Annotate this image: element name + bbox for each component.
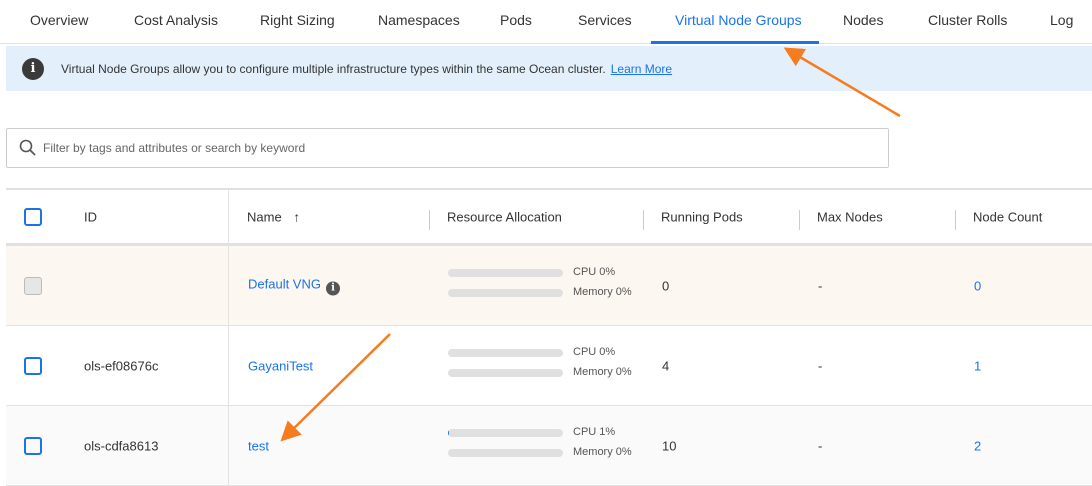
resource-allocation: CPU 0% Memory 0% (448, 265, 648, 305)
tab-right-sizing[interactable]: Right Sizing (260, 12, 335, 28)
cpu-bar (448, 348, 563, 357)
resource-allocation: CPU 1% Memory 0% (448, 425, 648, 465)
tab-cluster-rolls[interactable]: Cluster Rolls (928, 12, 1008, 28)
running-pods: 0 (662, 278, 670, 293)
vng-name-cell: Default VNG i (248, 276, 340, 295)
table-row[interactable]: ols-cdfa8613 test CPU 1% Memory 0% 10 - … (6, 406, 1092, 486)
running-pods: 10 (662, 438, 677, 453)
info-banner: i Virtual Node Groups allow you to confi… (6, 46, 1092, 91)
tab-services[interactable]: Services (578, 12, 632, 28)
header-resource-allocation[interactable]: Resource Allocation (447, 209, 562, 224)
search-placeholder: Filter by tags and attributes or search … (43, 141, 306, 155)
memory-label: Memory 0% (573, 445, 632, 458)
vng-name-cell: GayaniTest (248, 358, 313, 373)
sort-ascending-icon: ↑ (293, 209, 300, 224)
vng-name-link[interactable]: test (248, 438, 269, 453)
tab-namespaces[interactable]: Namespaces (378, 12, 460, 28)
cpu-label: CPU 0% (573, 265, 616, 278)
header-running-pods[interactable]: Running Pods (661, 209, 743, 224)
tab-bar: Overview Cost Analysis Right Sizing Name… (0, 0, 1092, 44)
tab-virtual-node-groups[interactable]: Virtual Node Groups (675, 12, 802, 28)
header-id[interactable]: ID (84, 209, 97, 224)
header-max-nodes[interactable]: Max Nodes (817, 209, 883, 224)
memory-bar (448, 368, 563, 377)
search-icon (19, 139, 36, 156)
row-checkbox[interactable] (24, 436, 42, 455)
select-all-checkbox[interactable] (24, 207, 42, 226)
tab-nodes[interactable]: Nodes (843, 12, 884, 28)
header-name[interactable]: Name ↑ (247, 209, 300, 224)
tab-cost-analysis[interactable]: Cost Analysis (134, 12, 219, 28)
header-node-count[interactable]: Node Count (973, 209, 1043, 224)
vng-id: ols-cdfa8613 (84, 438, 159, 453)
search-input[interactable]: Filter by tags and attributes or search … (6, 128, 889, 168)
info-icon[interactable]: i (325, 281, 340, 295)
memory-bar (448, 448, 563, 457)
resource-allocation: CPU 0% Memory 0% (448, 345, 648, 385)
vng-id: ols-ef08676c (84, 358, 159, 373)
cpu-bar (448, 268, 563, 277)
cpu-label: CPU 1% (573, 425, 616, 438)
cpu-label: CPU 0% (573, 345, 616, 358)
table-header: ID Name ↑ Resource Allocation Running Po… (6, 190, 1092, 246)
memory-label: Memory 0% (573, 285, 632, 298)
memory-label: Memory 0% (573, 365, 632, 378)
node-count-link[interactable]: 0 (974, 278, 982, 293)
banner-text: Virtual Node Groups allow you to configu… (61, 61, 606, 76)
vng-name-link[interactable]: Default VNG (248, 276, 321, 291)
tab-pods[interactable]: Pods (500, 12, 532, 28)
active-tab-indicator (651, 41, 819, 44)
max-nodes: - (818, 278, 823, 293)
tab-overview[interactable]: Overview (30, 12, 89, 28)
node-count-link[interactable]: 1 (974, 358, 982, 373)
row-checkbox (24, 276, 42, 295)
row-checkbox[interactable] (24, 356, 42, 375)
running-pods: 4 (662, 358, 670, 373)
table-row[interactable]: Default VNG i CPU 0% Memory 0% 0 - 0 (6, 246, 1092, 326)
node-count-link[interactable]: 2 (974, 438, 982, 453)
vng-name-link[interactable]: GayaniTest (248, 358, 314, 373)
table-row[interactable]: ols-ef08676c GayaniTest CPU 0% Memory 0%… (6, 326, 1092, 406)
vng-name-cell: test (248, 438, 269, 453)
memory-bar (448, 288, 563, 297)
vng-table: ID Name ↑ Resource Allocation Running Po… (6, 188, 1092, 486)
info-icon: i (22, 57, 44, 80)
cpu-bar (448, 428, 563, 437)
learn-more-link[interactable]: Learn More (610, 61, 673, 76)
tab-log[interactable]: Log (1050, 12, 1074, 28)
max-nodes: - (818, 438, 823, 453)
max-nodes: - (818, 358, 823, 373)
